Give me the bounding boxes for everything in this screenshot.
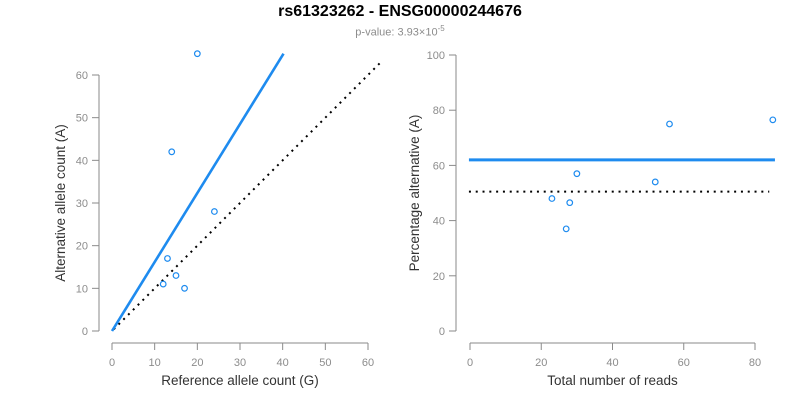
x-axis-title: Reference allele count (G) (161, 373, 319, 388)
x-tick-label: 60 (362, 357, 374, 369)
figure-title: rs61323262 - ENSG00000244676 (278, 3, 522, 20)
data-points (159, 50, 218, 292)
y-axis-title: Alternative allele count (A) (53, 124, 68, 282)
x-tick-label: 40 (606, 357, 618, 369)
data-point (769, 116, 777, 124)
x-tick-label: 20 (191, 357, 203, 369)
pvalue-value: 3.93×10 (397, 26, 438, 39)
x-tick-label: 60 (678, 357, 690, 369)
y-tick-label: 100 (427, 50, 445, 62)
data-point (193, 50, 201, 58)
scatter-plot-allele-counts: 0 10 20 30 40 50 60 0 10 20 30 40 50 60 Reference alle… (53, 50, 382, 388)
pvalue-exponent: -5 (437, 24, 445, 33)
y-axis: 0 10 20 30 40 50 60 (76, 70, 100, 338)
data-point (573, 170, 581, 178)
data-points (548, 116, 777, 233)
y-tick-label: 80 (433, 105, 445, 117)
x-tick-label: 20 (535, 357, 547, 369)
figure-subtitle: p-value: 3.93×10-5 (0, 24, 800, 39)
x-axis: 0 20 40 60 80 (467, 342, 761, 369)
y-tick-label: 40 (76, 155, 88, 167)
x-axis-title: Total number of reads (547, 373, 678, 388)
data-point (168, 148, 176, 156)
x-tick-label: 80 (749, 357, 761, 369)
data-point (164, 255, 171, 262)
y-tick-label: 0 (82, 326, 88, 338)
data-point (666, 120, 673, 128)
x-tick-label: 50 (319, 357, 331, 369)
data-point (172, 272, 180, 279)
x-axis: 0 10 20 30 40 50 60 (109, 342, 374, 369)
x-tick-label: 0 (109, 357, 115, 369)
y-tick-label: 0 (439, 326, 445, 338)
x-tick-label: 0 (467, 357, 473, 369)
data-point (181, 284, 188, 292)
y-tick-label: 10 (76, 283, 88, 295)
y-tick-label: 40 (433, 216, 445, 228)
y-tick-label: 20 (76, 241, 88, 253)
data-point (566, 199, 574, 207)
data-point (651, 178, 659, 186)
y-tick-label: 60 (76, 70, 88, 82)
y-tick-label: 20 (433, 271, 445, 283)
identity-line (112, 61, 382, 331)
y-axis-title: Percentage alternative (A) (407, 115, 422, 272)
scatter-plot-percentage-alternative: 0 20 40 60 80 100 0 20 40 60 80 Total number of rea… (407, 50, 777, 388)
y-tick-label: 50 (76, 113, 88, 125)
y-axis: 0 20 40 60 80 100 (427, 50, 457, 338)
data-point (562, 225, 570, 233)
y-tick-label: 30 (76, 198, 88, 210)
x-tick-label: 30 (234, 357, 246, 369)
data-point (548, 195, 556, 202)
y-tick-label: 60 (433, 160, 445, 172)
x-tick-label: 40 (277, 357, 289, 369)
data-point (211, 208, 218, 215)
x-tick-label: 10 (149, 357, 161, 369)
pvalue-label: p-value: (355, 26, 395, 39)
data-point (159, 280, 167, 288)
regression-line (110, 52, 285, 332)
